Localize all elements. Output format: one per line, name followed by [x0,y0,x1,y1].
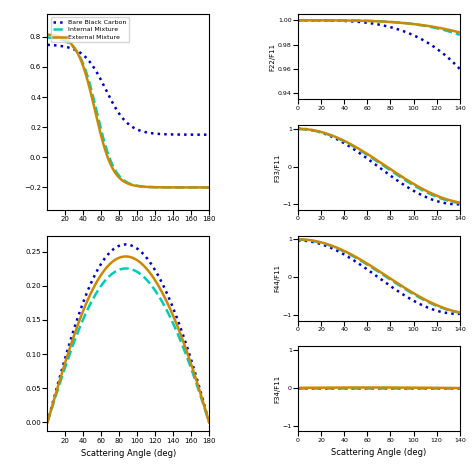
Internal Mixture [173,184,179,190]
Internal Mixture [45,35,50,40]
Internal Mixture [116,173,121,178]
External Mixture [206,184,212,190]
Bare Black Carbon [173,132,179,137]
Bare Black Carbon [110,100,116,106]
Internal Mixture [155,184,161,190]
Internal Mixture [61,38,67,44]
External Mixture [155,184,161,190]
External Mixture [171,184,176,190]
Line: Internal Mixture: Internal Mixture [47,37,209,187]
Line: External Mixture: External Mixture [47,35,209,187]
Legend: Bare Black Carbon, Internal Mixture, External Mixture: Bare Black Carbon, Internal Mixture, Ext… [51,18,129,42]
Y-axis label: F22/F11: F22/F11 [269,43,275,71]
Bare Black Carbon [45,42,50,48]
Y-axis label: F34/F11: F34/F11 [274,374,280,403]
External Mixture [45,32,50,37]
External Mixture [61,36,67,41]
Bare Black Carbon [171,132,176,137]
Internal Mixture [171,184,176,190]
External Mixture [116,174,121,180]
Y-axis label: F33/F11: F33/F11 [274,153,280,182]
Line: Bare Black Carbon: Bare Black Carbon [47,45,209,135]
X-axis label: Scattering Angle (deg): Scattering Angle (deg) [81,449,176,458]
X-axis label: Scattering Angle (deg): Scattering Angle (deg) [331,448,427,457]
Bare Black Carbon [61,44,67,49]
Bare Black Carbon [155,131,161,137]
External Mixture [173,184,179,190]
Y-axis label: F44/F11: F44/F11 [274,264,280,292]
Internal Mixture [206,184,212,190]
Bare Black Carbon [116,110,121,116]
External Mixture [110,166,116,172]
Bare Black Carbon [206,132,212,137]
Internal Mixture [110,163,116,169]
